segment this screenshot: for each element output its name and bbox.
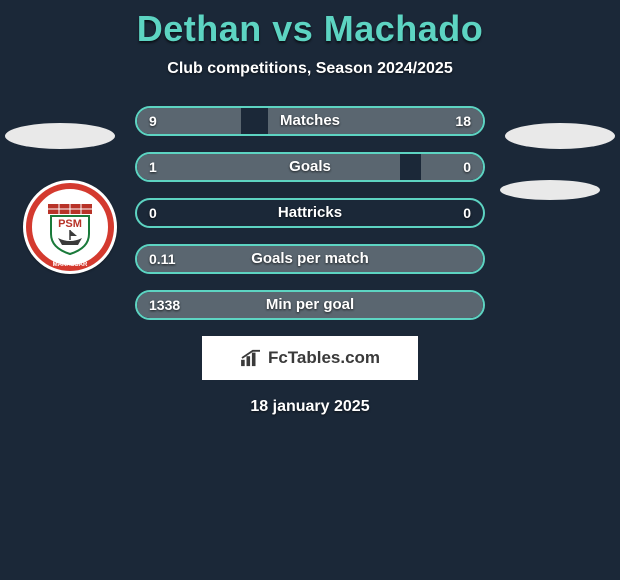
comparison-title: Dethan vs Machado	[0, 8, 620, 50]
placeholder-oval	[505, 123, 615, 149]
stat-row: Min per goal1338	[135, 290, 485, 320]
stat-label: Matches	[137, 108, 483, 134]
stat-value-right: 0	[451, 200, 483, 226]
stat-value-right: 18	[443, 108, 483, 134]
stats-block: Matches918Goals10Hattricks00Goals per ma…	[135, 106, 485, 320]
stat-label: Goals	[137, 154, 483, 180]
stat-value-left: 1338	[137, 292, 192, 318]
watermark-badge: FcTables.com	[202, 336, 418, 380]
stat-row: Goals per match0.11	[135, 244, 485, 274]
stat-value-left: 1	[137, 154, 169, 180]
stat-value-left: 0.11	[137, 246, 187, 272]
bars-icon	[240, 349, 262, 367]
stat-value-right: 0	[451, 154, 483, 180]
footer-date: 18 january 2025	[0, 398, 620, 416]
stat-label: Hattricks	[137, 200, 483, 226]
stat-row: Hattricks0 0	[135, 198, 485, 228]
stat-row: Goals1 0	[135, 152, 485, 182]
logo-text-top: PSM	[58, 218, 82, 230]
club-logo-psm: PSM MAKASSAR	[23, 180, 117, 274]
stat-value-left: 9	[137, 108, 169, 134]
watermark-text: FcTables.com	[268, 348, 380, 368]
placeholder-oval	[5, 123, 115, 149]
comparison-subtitle: Club competitions, Season 2024/2025	[0, 60, 620, 78]
stat-value-left: 0	[137, 200, 169, 226]
stat-label: Goals per match	[137, 246, 483, 272]
placeholder-oval	[500, 180, 600, 200]
stat-row: Matches9 18	[135, 106, 485, 136]
logo-text-bottom: MAKASSAR	[53, 262, 88, 268]
